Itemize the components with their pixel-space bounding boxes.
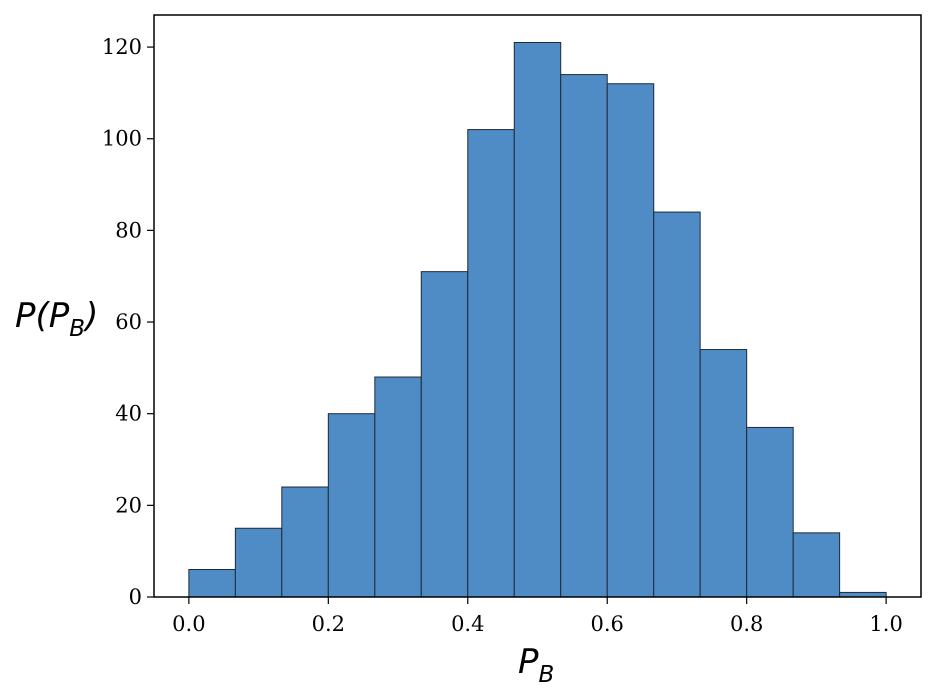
histogram-bar xyxy=(188,569,236,598)
histogram-bar xyxy=(746,426,794,598)
x-tick-label: 0.8 xyxy=(730,612,763,636)
y-tick-label: 100 xyxy=(102,127,142,151)
histogram-bar xyxy=(420,271,469,598)
histogram-bar xyxy=(327,413,376,598)
histogram-bar xyxy=(560,74,608,598)
y-tick-label: 60 xyxy=(115,310,142,334)
histogram-bar xyxy=(374,376,422,598)
x-tick-label: 0.0 xyxy=(172,612,205,636)
y-tick-label: 120 xyxy=(102,35,142,59)
y-axis-label: P(PB) xyxy=(15,296,98,342)
y-axis-ticks: 0 20 40 60 80 100 120 xyxy=(102,35,154,609)
histogram-bar xyxy=(281,486,329,598)
x-tick-label: 0.2 xyxy=(312,612,345,636)
x-tick-label: 0.6 xyxy=(591,612,624,636)
x-axis-label: PB xyxy=(518,642,554,688)
plot-frame xyxy=(153,14,922,598)
histogram-bar xyxy=(467,129,515,598)
y-tick-label: 20 xyxy=(115,493,142,517)
y-tick-label: 80 xyxy=(115,218,142,242)
histogram-bar xyxy=(792,532,841,598)
x-axis-ticks: 0.0 0.2 0.4 0.6 0.8 1.0 xyxy=(172,597,903,636)
x-tick-label: 1.0 xyxy=(869,612,902,636)
histogram-bar xyxy=(234,527,283,598)
histogram-bar xyxy=(699,349,748,598)
y-tick-label: 40 xyxy=(115,402,142,426)
y-tick-label: 0 xyxy=(129,585,142,609)
histogram-bar xyxy=(606,83,655,598)
histogram-bars xyxy=(188,41,887,598)
histogram-bar xyxy=(513,41,562,598)
x-tick-label: 0.4 xyxy=(451,612,484,636)
histogram-bar xyxy=(653,211,701,598)
